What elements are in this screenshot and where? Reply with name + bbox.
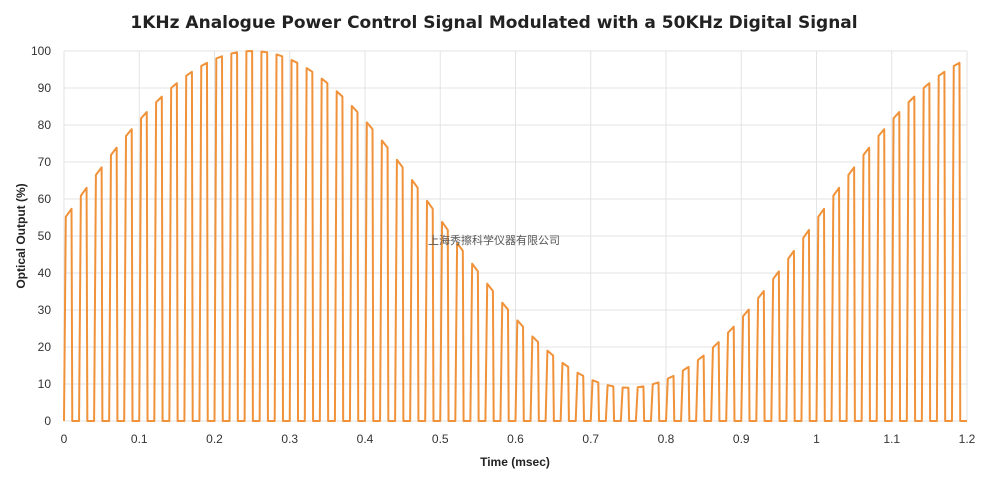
x-tick-label: 0.8 — [658, 432, 675, 446]
y-tick-label: 40 — [38, 266, 52, 280]
x-axis-ticks: 0 0.1 0.2 0.3 0.4 0.5 0.6 0.7 0.8 0.9 1 1.1 1.2 — [61, 432, 976, 446]
y-axis-ticks: 0 10 20 30 40 50 60 70 80 90 100 — [31, 44, 51, 428]
x-tick-label: 0.7 — [582, 432, 599, 446]
x-axis-label: Time (msec) — [480, 455, 550, 469]
y-tick-label: 70 — [38, 155, 52, 169]
x-tick-label: 0.4 — [357, 432, 374, 446]
x-tick-label: 1 — [813, 432, 820, 446]
x-tick-label: 0 — [61, 432, 68, 446]
y-tick-label: 20 — [38, 340, 52, 354]
x-tick-label: 0.3 — [281, 432, 298, 446]
y-tick-label: 30 — [38, 303, 52, 317]
x-tick-label: 0.6 — [507, 432, 524, 446]
y-tick-label: 90 — [38, 81, 52, 95]
watermark-text: 上海秀擦科学仪器有限公司 — [428, 233, 560, 247]
y-tick-label: 60 — [38, 192, 52, 206]
y-axis-label: Optical Output (%) — [14, 183, 28, 288]
x-tick-label: 0.9 — [733, 432, 750, 446]
y-tick-label: 100 — [31, 44, 51, 58]
y-tick-label: 80 — [38, 118, 52, 132]
x-tick-label: 0.2 — [206, 432, 223, 446]
x-tick-label: 1.2 — [959, 432, 976, 446]
chart-title: 1KHz Analogue Power Control Signal Modul… — [130, 13, 857, 33]
series-line-optical-output — [63, 50, 967, 422]
x-tick-label: 1.1 — [883, 432, 900, 446]
y-tick-label: 0 — [44, 414, 51, 428]
x-tick-label: 0.1 — [131, 432, 148, 446]
y-tick-label: 50 — [38, 229, 52, 243]
y-tick-label: 10 — [38, 377, 52, 391]
x-tick-label: 0.5 — [432, 432, 449, 446]
